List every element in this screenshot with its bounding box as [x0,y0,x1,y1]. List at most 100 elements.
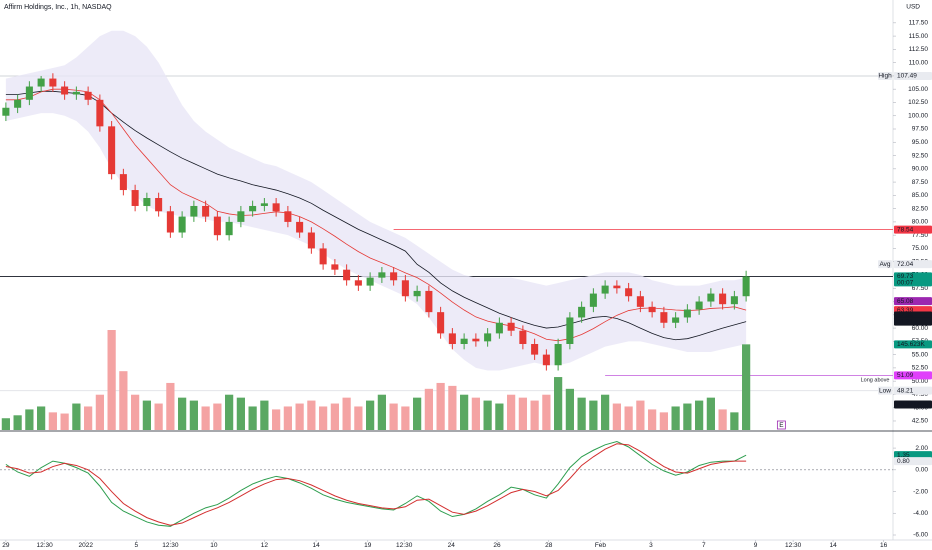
price-label: 78.54 [897,226,914,233]
candle-body [366,277,374,286]
candle-body [660,312,668,323]
price-label: 107.49 [897,73,917,80]
x-tick-label: 14 [829,542,837,549]
candle-body [178,216,186,233]
candle-body [225,221,233,236]
candle-body [61,86,69,95]
candle-body [307,232,315,249]
volume-bar [95,394,104,430]
volume-bar [612,403,621,430]
macd-label: 1.35 [897,452,910,459]
price-label: 61.21 [897,318,914,325]
y-tick-label: 115.00 [909,33,929,40]
candle-body [296,221,304,233]
candle-body [143,198,151,206]
candle-body [155,198,163,212]
price-label: 51.09 [897,372,914,379]
moving-average [5,88,747,342]
x-tick-label: 2022 [79,542,94,549]
event-label: E [779,422,784,429]
volume-bar [706,397,715,430]
volume-bar [683,403,692,430]
volume-bar [213,403,222,430]
candle-body [495,322,503,334]
x-tick-label: Feb [595,542,607,549]
x-tick-label: 14 [312,542,320,549]
x-tick-label: 5 [134,542,138,549]
candle-body [49,78,57,87]
volume-bar [424,388,433,430]
macd-y-tick-label: -2.00 [913,488,928,495]
candle-body [531,344,539,355]
candle-body [166,211,174,233]
volume-bar [624,406,633,430]
y-tick-label: 42.50 [912,418,929,425]
y-tick-label: 80.00 [912,219,929,226]
candle-body [2,107,10,116]
y-tick-label: 55.00 [912,351,929,358]
level-tag: Avg [879,261,890,268]
x-tick-label: 12:30 [396,542,413,549]
price-label: 69.73 [897,273,914,280]
x-tick-label: 9 [754,542,758,549]
candle-body [260,203,268,206]
currency: USD [906,4,920,11]
volume-bar [471,397,480,430]
price-label-box [894,457,932,466]
chart-title: Affirm Holdings, Inc., 1h, NASDAQ [4,4,112,11]
volume-bar [283,406,292,430]
candle-body [730,296,738,305]
candle-body [507,322,515,331]
volume-bar [495,403,504,430]
candle-body [719,293,727,305]
candle-body [331,264,339,270]
candle-body [566,317,574,344]
candle-body [272,203,280,212]
level-tag: Low [879,387,891,394]
volume-bar [248,406,257,430]
volume-bar [377,394,386,430]
y-tick-label: 52.50 [912,365,929,372]
price-label-box [894,311,932,320]
volume-bar [60,413,69,430]
volume-bar [201,406,210,430]
volume-bar [330,403,339,430]
price-label-box [894,225,932,234]
volume-bar [659,412,668,430]
volume-bar [119,371,128,430]
y-tick-label: 110.00 [909,59,929,66]
volume-bar [84,406,93,430]
x-tick-label: 12:30 [37,542,54,549]
x-tick-label: 19 [364,542,372,549]
volume-bar [107,330,116,430]
macd-y-tick-label: 0.00 [915,467,928,474]
x-tick-label: 10 [210,542,218,549]
candle-body [190,205,198,217]
volume-bar [389,403,398,430]
candle-body [284,211,292,222]
candle-body [378,272,386,278]
volume-bar [142,400,151,430]
volume-bar [37,406,46,430]
volume-bar [342,397,351,430]
price-label: 48.21 [897,387,914,394]
y-tick-label: 105.00 [908,86,928,93]
volume-bar [436,382,445,430]
candle-body [401,280,409,297]
volume-label: 145.623K [897,341,925,348]
candle-body [578,306,586,318]
volume-bar [401,406,410,430]
price-label-box [894,371,932,380]
candle-body [249,205,257,212]
y-tick-label: 100.00 [908,112,928,119]
volume-bar [154,403,163,430]
volume-bar [742,344,751,430]
price-label-box [894,272,932,287]
candle-body [84,91,92,100]
price-countdown: 00:07 [897,280,914,287]
candle-body [672,317,680,323]
volume-bar [448,385,457,430]
y-tick-label: 95.00 [912,139,929,146]
y-tick-label: 82.50 [912,205,929,212]
